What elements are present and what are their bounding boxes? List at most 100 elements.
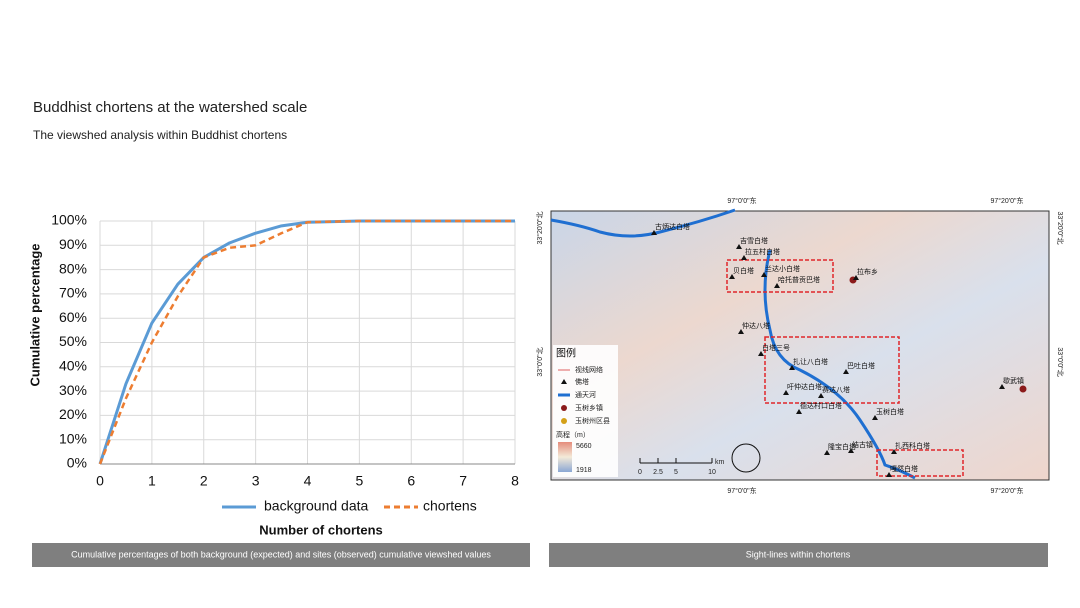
- chorten-marker: [738, 329, 744, 334]
- map-frame: [550, 210, 1050, 481]
- caption: Cumulative percentages of both backgroun…: [71, 549, 491, 559]
- chorten-marker: [872, 415, 878, 420]
- y-tick-label: 90%: [59, 236, 87, 252]
- map: 97°0'0"东 97°20'0"东 97°0'0"东 97°20'0"东 33…: [536, 196, 1064, 495]
- place-label: 白塔三号: [762, 343, 790, 352]
- place-label: 巴吐白塔: [847, 361, 875, 370]
- y-tick-label: 20%: [59, 406, 87, 422]
- scale-label: 0: [638, 469, 642, 476]
- y-tick-label: 40%: [59, 358, 87, 374]
- y-tick-label: 60%: [59, 309, 87, 325]
- x-tick-label: 5: [355, 473, 363, 489]
- coord-label: 97°20'0"东: [990, 196, 1023, 205]
- chorten-marker: [789, 365, 795, 370]
- chorten-marker: [783, 390, 789, 395]
- chorten-marker: [774, 283, 780, 288]
- x-tick-label: 6: [407, 473, 415, 489]
- chorten-marker: [891, 449, 897, 454]
- subtitle: The viewshed analysis within Buddhist ch…: [33, 128, 287, 142]
- place-label: 古炳达白塔: [655, 222, 690, 231]
- chorten-marker: [999, 384, 1005, 389]
- chorten-marker: [886, 472, 892, 477]
- place-label: 玉树白塔: [876, 407, 904, 416]
- chorten-marker: [741, 255, 747, 260]
- chorten-marker: [758, 351, 764, 356]
- legend-label: chortens: [423, 498, 477, 514]
- map-legend-title: 图例: [556, 347, 576, 360]
- legend-swatch: [561, 379, 567, 384]
- legend-swatch: [561, 418, 567, 424]
- place-label: 吉雪白塔: [740, 236, 768, 245]
- caption-bar: [32, 543, 530, 567]
- elevation-ramp: [558, 442, 572, 472]
- x-tick-label: 1: [148, 473, 156, 489]
- chorten-marker: [729, 274, 735, 279]
- place-label: 哈托普贡巴塔: [778, 275, 820, 284]
- caption-bar: [549, 543, 1048, 567]
- chorten-marker: [651, 230, 657, 235]
- x-tick-label: 2: [200, 473, 208, 489]
- place-label: 兰达小白塔: [765, 264, 800, 273]
- place-label: 结古镇: [852, 440, 873, 449]
- place-label: 吁仲达白塔: [787, 382, 822, 391]
- x-tick-label: 3: [252, 473, 260, 489]
- map-legend-item: 1918: [576, 467, 592, 474]
- highlight-box: [764, 336, 900, 404]
- chorten-marker: [848, 448, 854, 453]
- place-label: 嘎然白塔: [890, 464, 918, 473]
- map-legend-item: 通天河: [575, 390, 596, 399]
- coord-label: 97°0'0"东: [727, 486, 756, 495]
- map-legend-item: 视线网络: [575, 365, 603, 374]
- highlight-box: [726, 259, 834, 293]
- map-legend-item: 高程（m）: [556, 430, 590, 439]
- map-legend-item: 5660: [576, 443, 592, 450]
- coord-label: 33°20'0"北: [1056, 211, 1064, 244]
- scale-label: 10: [708, 469, 716, 476]
- scale-label: km: [715, 459, 725, 466]
- chorten-marker: [818, 393, 824, 398]
- x-tick-label: 8: [511, 473, 519, 489]
- place-label: 拉布乡: [857, 267, 878, 276]
- y-tick-label: 10%: [59, 430, 87, 446]
- scale-bar: [639, 458, 713, 464]
- chorten-marker: [796, 409, 802, 414]
- map-legend-item: 玉树州区县: [575, 416, 610, 425]
- coord-label: 97°20'0"东: [990, 486, 1023, 495]
- place-label: 赛达八塔: [822, 385, 850, 394]
- y-tick-label: 30%: [59, 382, 87, 398]
- y-axis-label: Cumulative percentage: [27, 243, 42, 386]
- place-label: 扎西科白塔: [895, 441, 930, 450]
- place-label: 德达村口白塔: [800, 401, 842, 410]
- highlight-box: [876, 449, 964, 477]
- y-tick-label: 100%: [51, 212, 87, 228]
- town: [1019, 385, 1027, 393]
- scale-label: 2.5: [653, 469, 663, 476]
- title: Buddhist chortens at the watershed scale: [33, 99, 307, 116]
- north-arrow: [731, 443, 761, 473]
- map-legend-item: 佛塔: [575, 377, 589, 386]
- chorten-marker: [853, 275, 859, 280]
- caption: Sight-lines within chortens: [746, 549, 851, 559]
- y-tick-label: 0%: [67, 455, 87, 471]
- coord-label: 33°0'0"北: [1056, 347, 1064, 376]
- legend-swatch: [561, 405, 567, 411]
- chorten-marker: [736, 244, 742, 249]
- place-label: 歇武镇: [1003, 376, 1024, 385]
- chorten-marker: [843, 369, 849, 374]
- series-line: [98, 219, 515, 465]
- coord-label: 97°0'0"东: [727, 196, 756, 205]
- x-tick-label: 7: [459, 473, 467, 489]
- y-tick-label: 50%: [59, 333, 87, 349]
- coord-label: 33°20'0"北: [536, 211, 544, 244]
- map-legend-item: 玉树乡镇: [575, 403, 603, 412]
- place-label: 贝白塔: [733, 266, 754, 275]
- chorten-marker: [761, 272, 767, 277]
- chart: 0% 10% 20% 30% 40% 50% 60% 70% 80% 90% 100% 0 1 2 3 4 5 6…: [27, 212, 519, 538]
- coord-label: 33°0'0"北: [536, 347, 544, 376]
- place-label: 扎让八白塔: [793, 357, 828, 366]
- river: [550, 208, 916, 480]
- y-tick-label: 70%: [59, 285, 87, 301]
- series-line: [98, 219, 515, 465]
- x-axis-label: Number of chortens: [259, 522, 383, 537]
